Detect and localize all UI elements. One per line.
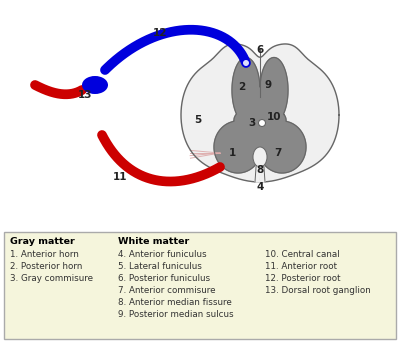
Text: 8: 8 bbox=[256, 165, 264, 175]
Ellipse shape bbox=[260, 57, 288, 122]
Text: 1. Anterior horn: 1. Anterior horn bbox=[10, 250, 79, 259]
Text: 13: 13 bbox=[78, 90, 92, 100]
Text: Gray matter: Gray matter bbox=[10, 237, 75, 246]
Text: 13. Dorsal root ganglion: 13. Dorsal root ganglion bbox=[265, 286, 371, 295]
Text: 4. Anterior funiculus: 4. Anterior funiculus bbox=[118, 250, 207, 259]
Ellipse shape bbox=[243, 60, 249, 66]
Text: 2: 2 bbox=[238, 82, 246, 92]
Text: 7: 7 bbox=[274, 148, 282, 158]
Ellipse shape bbox=[214, 121, 262, 173]
Ellipse shape bbox=[258, 121, 306, 173]
Text: 6. Posterior funiculus: 6. Posterior funiculus bbox=[118, 274, 210, 283]
Text: 11. Anterior root: 11. Anterior root bbox=[265, 262, 337, 271]
Text: 8. Anterior median fissure: 8. Anterior median fissure bbox=[118, 298, 232, 307]
Ellipse shape bbox=[82, 76, 108, 94]
Text: 5: 5 bbox=[194, 115, 202, 125]
FancyBboxPatch shape bbox=[4, 232, 396, 339]
Text: 1: 1 bbox=[228, 148, 236, 158]
Polygon shape bbox=[255, 153, 265, 182]
Text: 2. Posterior horn: 2. Posterior horn bbox=[10, 262, 82, 271]
Polygon shape bbox=[181, 44, 339, 182]
Text: 3. Gray commisure: 3. Gray commisure bbox=[10, 274, 93, 283]
Text: 12. Posterior root: 12. Posterior root bbox=[265, 274, 340, 283]
Text: 10. Central canal: 10. Central canal bbox=[265, 250, 340, 259]
Text: 4: 4 bbox=[256, 182, 264, 192]
Polygon shape bbox=[214, 57, 306, 173]
Text: 6: 6 bbox=[256, 45, 264, 55]
Text: White matter: White matter bbox=[118, 237, 189, 246]
Text: 12: 12 bbox=[153, 28, 167, 38]
Text: 7. Anterior commisure: 7. Anterior commisure bbox=[118, 286, 216, 295]
Text: 10: 10 bbox=[267, 112, 281, 122]
Text: 9: 9 bbox=[264, 80, 272, 90]
Ellipse shape bbox=[234, 106, 286, 134]
Text: 3: 3 bbox=[248, 118, 256, 128]
Ellipse shape bbox=[253, 147, 267, 167]
Text: 11: 11 bbox=[113, 172, 127, 182]
Text: 9. Posterior median sulcus: 9. Posterior median sulcus bbox=[118, 310, 234, 319]
Text: 5. Lateral funiculus: 5. Lateral funiculus bbox=[118, 262, 202, 271]
Circle shape bbox=[258, 119, 266, 127]
Ellipse shape bbox=[232, 57, 260, 122]
